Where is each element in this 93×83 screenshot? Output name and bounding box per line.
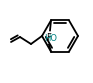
Text: HO: HO — [44, 34, 57, 43]
Text: F: F — [47, 33, 51, 42]
